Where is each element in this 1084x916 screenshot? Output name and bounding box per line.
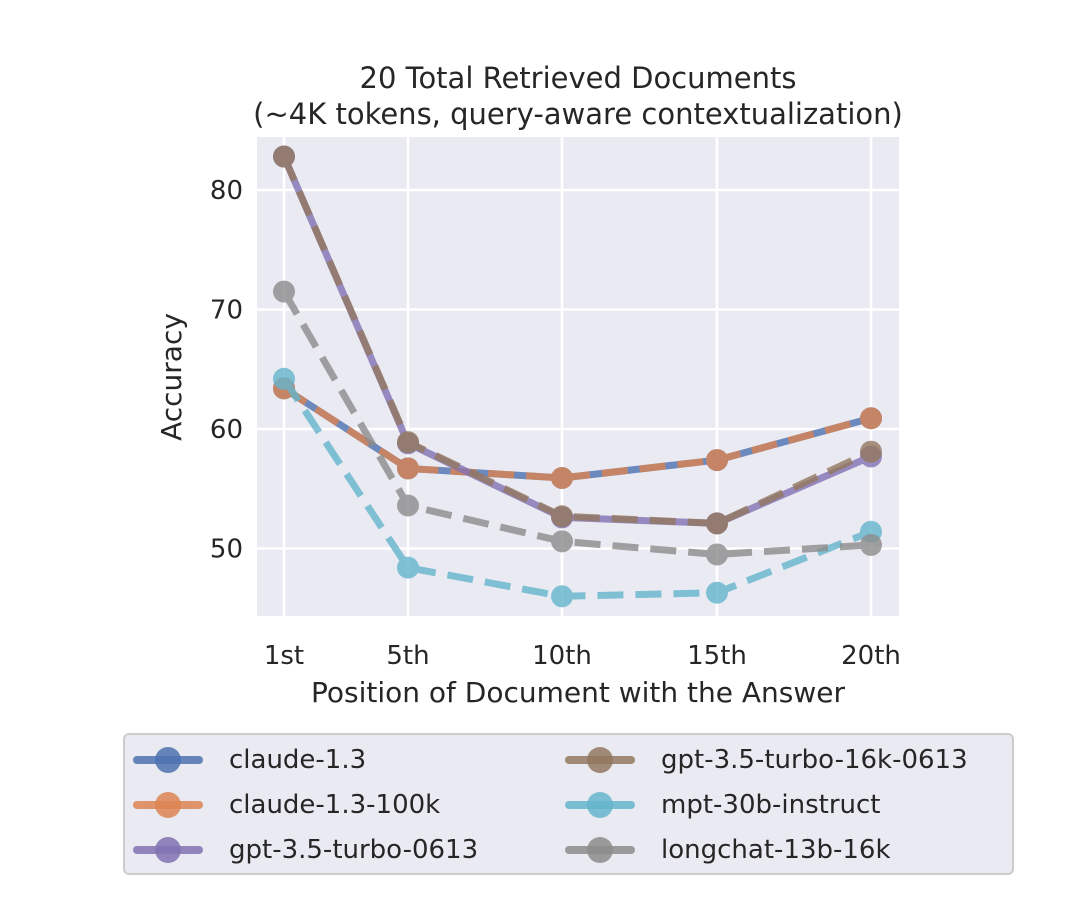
series-longchat-13b-16k <box>273 280 882 566</box>
legend-item: gpt-3.5-turbo-16k-0613 <box>565 741 968 779</box>
legend-label: longchat-13b-16k <box>661 835 891 865</box>
chart-title: 20 Total Retrieved Documents <box>359 61 797 95</box>
data-point <box>860 533 882 556</box>
legend-label: mpt-30b-instruct <box>661 790 881 820</box>
legend-item: claude-1.3-100k <box>133 786 440 824</box>
y-axis-label: Accuracy <box>155 313 188 441</box>
legend-label: gpt-3.5-turbo-0613 <box>229 835 479 865</box>
data-point <box>397 457 419 480</box>
x-axis-label: Position of Document with the Answer <box>311 676 846 709</box>
data-point <box>273 367 295 390</box>
x-tick-label: 20th <box>841 641 901 671</box>
data-point <box>860 440 882 463</box>
legend-label: claude-1.3 <box>229 745 367 775</box>
data-point <box>706 543 728 566</box>
legend-marker-icon <box>133 790 203 820</box>
data-point <box>706 581 728 604</box>
x-tick-labels: 1st 5th 10th 15th 20th <box>264 641 901 671</box>
data-point <box>551 530 573 553</box>
y-tick-label: 60 <box>210 415 243 445</box>
legend: claude-1.3 claude-1.3-100k gpt-3.5-turbo-0… <box>123 733 1014 875</box>
data-point <box>397 431 419 454</box>
data-point <box>551 466 573 489</box>
y-tick-labels: 50 60 70 80 <box>210 176 243 565</box>
data-point <box>397 494 419 517</box>
chart-subtitle: (~4K tokens, query-aware contextualizati… <box>253 97 903 131</box>
legend-item: gpt-3.5-turbo-0613 <box>133 831 478 869</box>
legend-item: mpt-30b-instruct <box>565 786 880 824</box>
legend-item: claude-1.3 <box>133 741 366 779</box>
y-tick-label: 80 <box>210 176 243 206</box>
legend-marker-icon <box>133 835 203 865</box>
data-point <box>551 505 573 528</box>
legend-item: longchat-13b-16k <box>565 831 891 869</box>
legend-label: gpt-3.5-turbo-16k-0613 <box>661 745 968 775</box>
legend-label: claude-1.3-100k <box>229 790 441 820</box>
y-tick-label: 50 <box>210 535 243 565</box>
data-point <box>706 449 728 472</box>
data-point <box>706 512 728 535</box>
legend-marker-icon <box>565 835 635 865</box>
legend-marker-icon <box>565 745 635 775</box>
legend-marker-icon <box>565 790 635 820</box>
data-point <box>273 145 295 168</box>
series-gpt-3.5-turbo-16k-0613 <box>273 145 882 535</box>
x-tick-label: 1st <box>264 641 304 671</box>
line-chart: 50 60 70 80 1st 5th 10th 15th 20th Position of … <box>155 137 901 709</box>
plot-area <box>257 137 899 616</box>
data-point <box>551 585 573 608</box>
series-layer <box>273 145 882 608</box>
data-point <box>397 556 419 579</box>
data-point <box>273 280 295 303</box>
x-tick-label: 5th <box>386 641 429 671</box>
y-tick-label: 70 <box>210 296 243 326</box>
x-tick-label: 10th <box>532 641 592 671</box>
x-tick-label: 15th <box>687 641 747 671</box>
data-point <box>860 407 882 430</box>
legend-marker-icon <box>133 745 203 775</box>
